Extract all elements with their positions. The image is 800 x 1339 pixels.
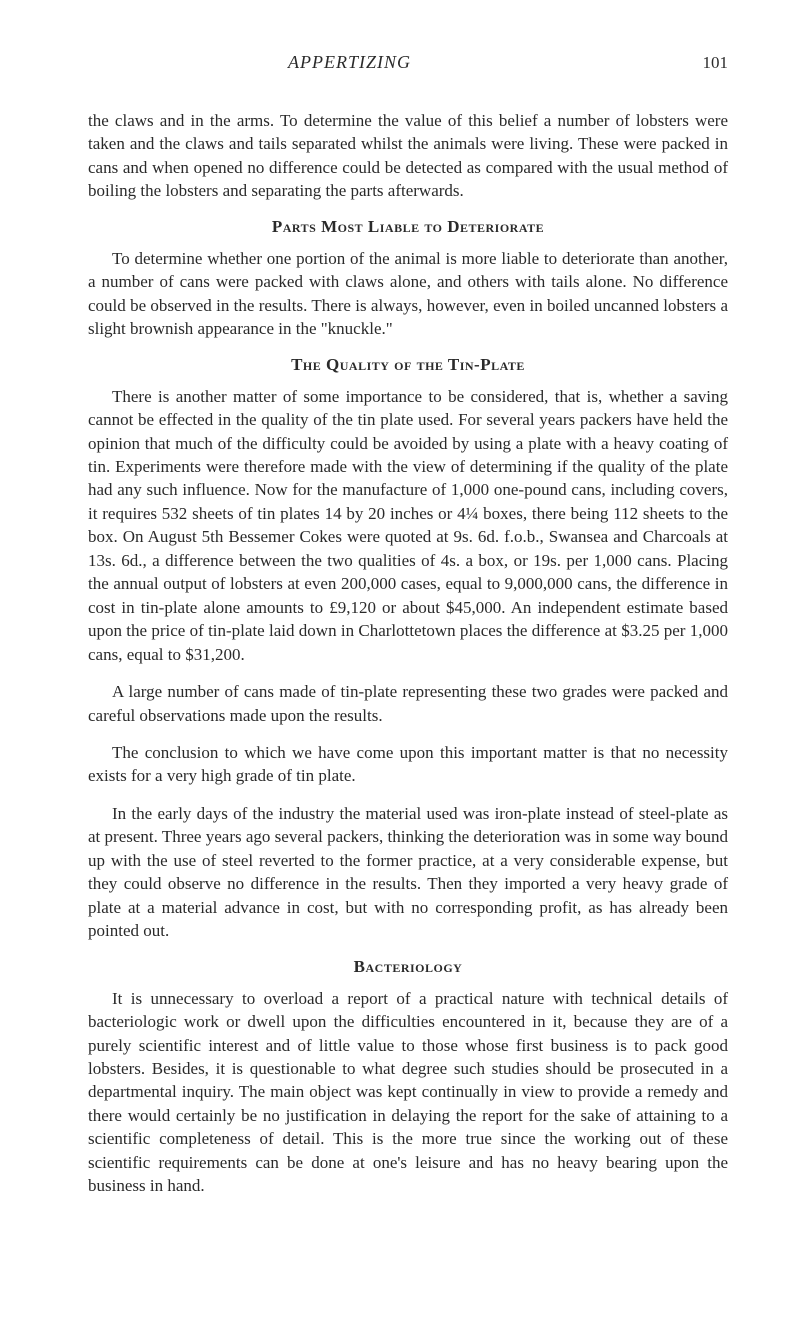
paragraph-5: The conclusion to which we have come upo… [88,741,728,788]
paragraph-6: In the early days of the industry the ma… [88,802,728,943]
section-heading-bacteriology: Bacteriology [88,957,728,977]
page-header: APPERTIZING 101 [88,52,728,73]
paragraph-2: To determine whether one portion of the … [88,247,728,341]
paragraph-3: There is another matter of some importan… [88,385,728,666]
header-title: APPERTIZING [288,52,411,73]
paragraph-4: A large number of cans made of tin-plate… [88,680,728,727]
section-heading-deteriorate: Parts Most Liable to Deteriorate [88,217,728,237]
section-heading-tinplate: The Quality of the Tin-Plate [88,355,728,375]
paragraph-7: It is unnecessary to overload a report o… [88,987,728,1198]
page-number: 101 [703,53,729,73]
paragraph-1: the claws and in the arms. To determine … [88,109,728,203]
